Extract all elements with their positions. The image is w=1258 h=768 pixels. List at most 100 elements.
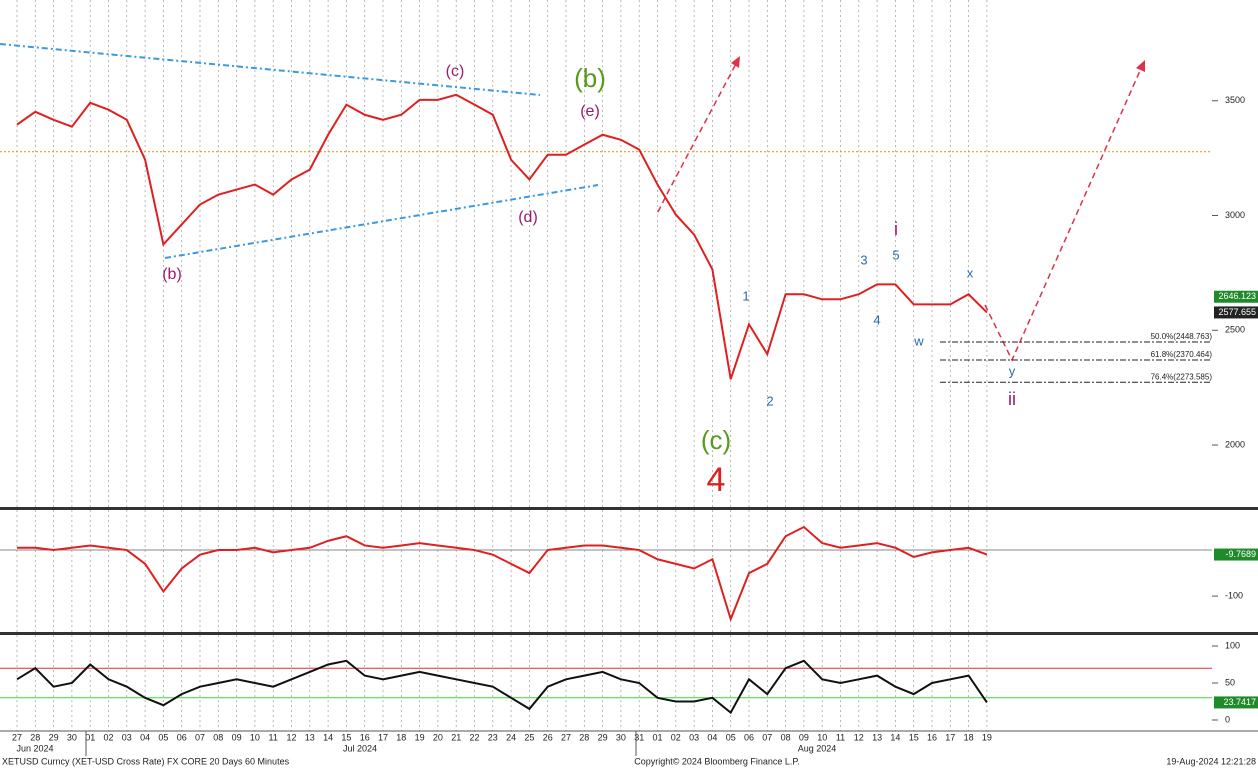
x-tick-label: 12 [286,732,296,742]
x-tick-label: 25 [524,732,534,742]
arrow-head [731,56,740,68]
x-tick-label: 20 [433,732,443,742]
price-tag-label: 2646.123 [1218,291,1256,301]
price-tag [1214,696,1258,709]
x-tick-label: 03 [122,732,132,742]
wave-label: (c) [446,63,465,80]
x-tick-label: 16 [360,732,370,742]
y-tick-label: 3000 [1225,210,1245,220]
x-tick-label: 21 [451,732,461,742]
wave-label: y [1009,363,1016,378]
panel-divider [0,507,1258,510]
x-tick-label: 15 [909,732,919,742]
x-tick-label: 07 [762,732,772,742]
x-tick-label: 05 [158,732,168,742]
trendline [0,43,541,96]
wave-label: i [894,219,898,239]
x-tick-label: 28 [30,732,40,742]
x-tick-label: 17 [378,732,388,742]
x-tick-label: 06 [177,732,187,742]
y-tick-label: 3500 [1225,95,1245,105]
x-tick-label: 08 [213,732,223,742]
x-tick-label: 01 [85,732,95,742]
x-tick-label: 19 [982,732,992,742]
wave-label: w [913,333,924,348]
y-tick-label: 2500 [1225,325,1245,335]
price-tag [1214,290,1258,303]
projection-arrow [657,59,739,213]
x-tick-label: 02 [103,732,113,742]
panel-divider [0,632,1258,635]
footer-center: Copyright© 2024 Bloomberg Finance L.P. [634,756,800,766]
wave-label: 5 [892,247,899,262]
x-tick-label: 19 [415,732,425,742]
x-tick-label: 02 [671,732,681,742]
y-tick-label: 50 [1225,677,1235,687]
x-tick-label: 29 [598,732,608,742]
x-tick-label: 30 [67,732,77,742]
x-tick-label: 22 [469,732,479,742]
x-tick-label: 01 [652,732,662,742]
footer-right: 19-Aug-2024 12:21:28 [1166,756,1256,766]
x-tick-label: 11 [836,732,845,742]
arrow-head [1136,60,1145,72]
fib-label: 50.0%(2448.763) [1151,332,1213,341]
wave-label: (c) [701,425,731,455]
x-tick-label: 26 [543,732,553,742]
x-tick-label: 13 [872,732,882,742]
x-tick-label: 14 [323,732,333,742]
y-tick-label: -100 [1225,590,1243,600]
fib-label: 76.4%(2273.585) [1151,372,1213,381]
x-tick-label: 03 [689,732,699,742]
series-line [16,93,988,380]
x-tick-label: 07 [195,732,205,742]
month-label: Jun 2024 [16,743,53,753]
x-tick-label: 13 [305,732,315,742]
wave-label: ii [1008,389,1016,409]
x-tick-label: 05 [726,732,736,742]
x-tick-label: 10 [250,732,260,742]
x-tick-label: 10 [817,732,827,742]
x-tick-label: 14 [890,732,900,742]
x-tick-label: 24 [506,732,516,742]
fib-label: 61.8%(2370.464) [1151,350,1213,359]
y-tick-label: 100 [1225,640,1240,650]
x-tick-label: 09 [232,732,242,742]
wave-label: 4 [873,312,880,327]
x-tick-label: 06 [744,732,754,742]
x-tick-label: 31 [634,732,644,742]
grid-layer [16,0,988,731]
price-tag [1214,306,1258,319]
x-tick-label: 09 [799,732,809,742]
wave-label: (d) [518,209,538,226]
x-tick-label: 16 [927,732,937,742]
y-tick-label: 0 [1225,714,1230,724]
month-label: Aug 2024 [798,743,837,753]
x-tick-label: 30 [616,732,626,742]
x-tick-label: 12 [854,732,864,742]
wave-label: 2 [766,393,773,408]
price-tag-label: -9.7689 [1225,549,1256,559]
x-tick-label: 11 [269,732,278,742]
y-tick-label: 2000 [1225,439,1245,449]
footer-left: XETUSD Curncy (XET-USD Cross Rate) FX CO… [2,756,290,766]
x-tick-label: 27 [12,732,22,742]
x-tick-label: 08 [781,732,791,742]
x-tick-label: 28 [579,732,589,742]
x-tick-label: 15 [341,732,351,742]
x-tick-label: 04 [707,732,717,742]
wave-label: 1 [742,288,749,303]
price-tag-label: 23.7417 [1223,697,1256,707]
wave-label: (b) [574,63,606,93]
x-tick-label: 17 [945,732,955,742]
trendline [164,184,599,259]
series-line [16,659,988,715]
x-tick-label: 27 [561,732,571,742]
x-tick-label: 23 [488,732,498,742]
wave-label: 4 [707,461,726,499]
wave-label: 3 [860,252,867,267]
wave-label: x [967,265,974,280]
wave-label: (e) [580,103,600,120]
